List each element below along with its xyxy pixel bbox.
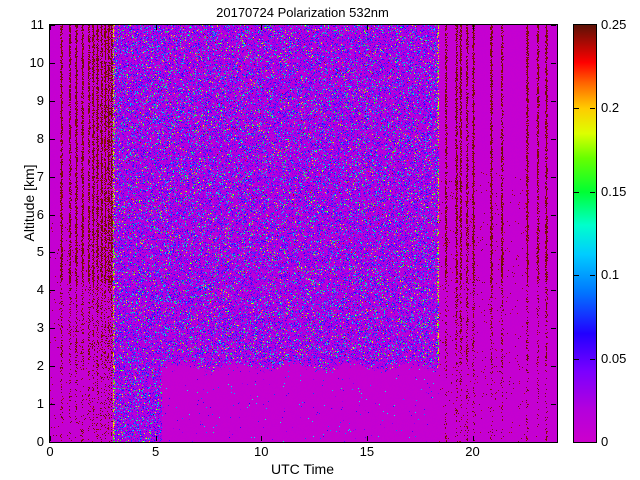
y-tick-label: 6 — [36, 206, 44, 222]
y-tick-mark — [50, 328, 55, 330]
y-tick-mark — [50, 176, 55, 178]
y-tick-mark — [50, 25, 55, 26]
y-tick-mark — [551, 252, 556, 254]
colorbar-tick-mark — [574, 358, 579, 360]
colorbar-tick-mark — [574, 191, 579, 193]
x-tick-mark — [155, 25, 157, 30]
y-tick-mark — [50, 404, 55, 406]
heatmap-axes — [49, 24, 558, 443]
x-tick-mark — [472, 25, 474, 30]
colorbar-tick-mark — [590, 108, 595, 110]
y-tick-label: 11 — [30, 17, 45, 32]
y-tick-mark — [551, 100, 556, 102]
y-tick-mark — [551, 442, 556, 443]
y-axis-label: Altitude [km] — [21, 164, 37, 242]
y-tick-mark — [551, 214, 556, 216]
colorbar — [573, 24, 597, 443]
y-tick-mark — [551, 176, 556, 178]
y-tick-mark — [50, 366, 55, 368]
colorbar-tick-mark — [590, 191, 595, 193]
y-tick-label: 4 — [36, 282, 44, 298]
y-tick-mark — [551, 138, 556, 140]
x-tick-label: 15 — [359, 444, 375, 459]
y-tick-mark — [50, 442, 55, 443]
y-axis-tick-labels: 0 1 2 3 4 5 6 7 8 9 10 11 — [18, 0, 44, 480]
y-tick-mark — [50, 252, 55, 254]
colorbar-tick-mark — [574, 275, 579, 277]
y-tick-mark — [551, 25, 556, 26]
y-tick-mark — [50, 290, 55, 292]
colorbar-tick-label: 0.2 — [601, 100, 620, 116]
x-tick-mark — [50, 436, 51, 441]
y-tick-mark — [50, 138, 55, 140]
x-tick-mark — [472, 436, 474, 441]
x-tick-mark — [261, 436, 263, 441]
y-tick-mark — [551, 404, 556, 406]
y-tick-label: 2 — [36, 358, 44, 374]
x-axis-label: UTC Time — [271, 461, 334, 477]
y-tick-label: 8 — [36, 130, 44, 146]
y-tick-mark — [50, 214, 55, 216]
x-tick-label: 10 — [254, 444, 269, 459]
y-tick-label: 0 — [36, 434, 44, 449]
x-tick-mark — [50, 25, 51, 30]
x-tick-label: 0 — [46, 444, 54, 459]
y-tick-mark — [50, 100, 55, 102]
y-tick-mark — [551, 290, 556, 292]
y-tick-mark — [551, 62, 556, 64]
colorbar-tick-mark — [574, 108, 579, 110]
colorbar-tick-label: 0.25 — [601, 17, 627, 32]
x-tick-mark — [261, 25, 263, 30]
x-tick-mark — [366, 25, 368, 30]
colorbar-tick-label: 0.05 — [601, 350, 627, 366]
page-title: 20170724 Polarization 532nm — [216, 5, 389, 20]
y-tick-label: 1 — [36, 396, 44, 412]
x-tick-mark — [366, 436, 368, 441]
y-tick-label: 9 — [36, 92, 44, 108]
y-tick-mark — [50, 62, 55, 64]
colorbar-tick-label: 0.1 — [601, 267, 620, 283]
y-tick-label: 5 — [36, 244, 44, 260]
y-tick-label: 7 — [36, 168, 44, 184]
colorbar-tick-label: 0.15 — [601, 183, 627, 199]
colorbar-tick-label: 0 — [601, 434, 609, 449]
x-tick-label: 5 — [152, 444, 160, 459]
x-tick-mark — [155, 436, 157, 441]
heatmap-data-canvas — [50, 25, 557, 442]
colorbar-gradient — [574, 25, 596, 442]
y-tick-mark — [551, 366, 556, 368]
colorbar-tick-mark — [590, 358, 595, 360]
y-tick-label: 3 — [36, 320, 44, 336]
x-tick-label: 20 — [465, 444, 480, 459]
y-tick-label: 10 — [29, 54, 44, 70]
y-tick-mark — [551, 328, 556, 330]
colorbar-tick-mark — [590, 275, 595, 277]
